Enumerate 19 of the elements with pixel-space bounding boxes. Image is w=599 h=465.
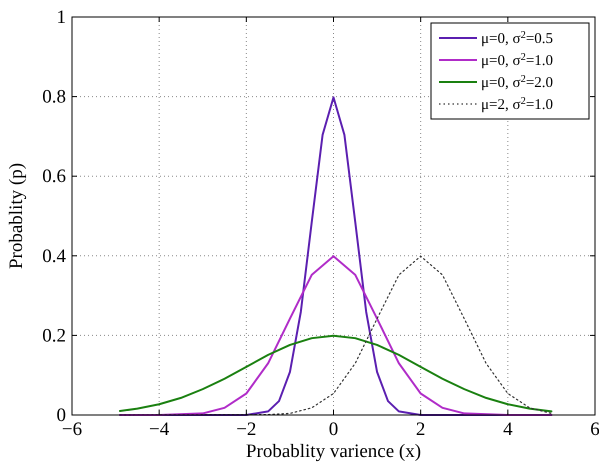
y-tick-label: 0 — [56, 405, 66, 426]
y-axis-title: Probablity (p) — [6, 162, 27, 270]
x-tick-label: 4 — [503, 419, 514, 440]
y-tick-label: 0.2 — [42, 325, 66, 346]
legend-label: μ=0, σ$^{2}$=1.0 — [481, 52, 554, 69]
legend-label: μ=0, σ$^{2}$=2.0 — [481, 74, 554, 91]
x-tick-label: −2 — [236, 419, 256, 440]
legend-label: μ=2, σ$^{2}$=1.0 — [481, 96, 554, 113]
x-tick-label: 6 — [590, 419, 599, 440]
x-axis-title: Probablity varience (x) — [246, 441, 422, 462]
y-tick-label: 0.8 — [42, 86, 66, 108]
x-tick-label: 2 — [416, 419, 426, 440]
y-tick-label: 0.4 — [42, 246, 66, 267]
y-tick-label: 0.6 — [42, 166, 66, 188]
x-tick-label: 0 — [328, 419, 338, 440]
line-series — [118, 334, 552, 412]
y-tick-label: 1 — [56, 7, 66, 28]
legend-label: μ=0, σ$^{2}$=0.5 — [481, 30, 554, 47]
x-tick-label: −4 — [149, 419, 170, 440]
